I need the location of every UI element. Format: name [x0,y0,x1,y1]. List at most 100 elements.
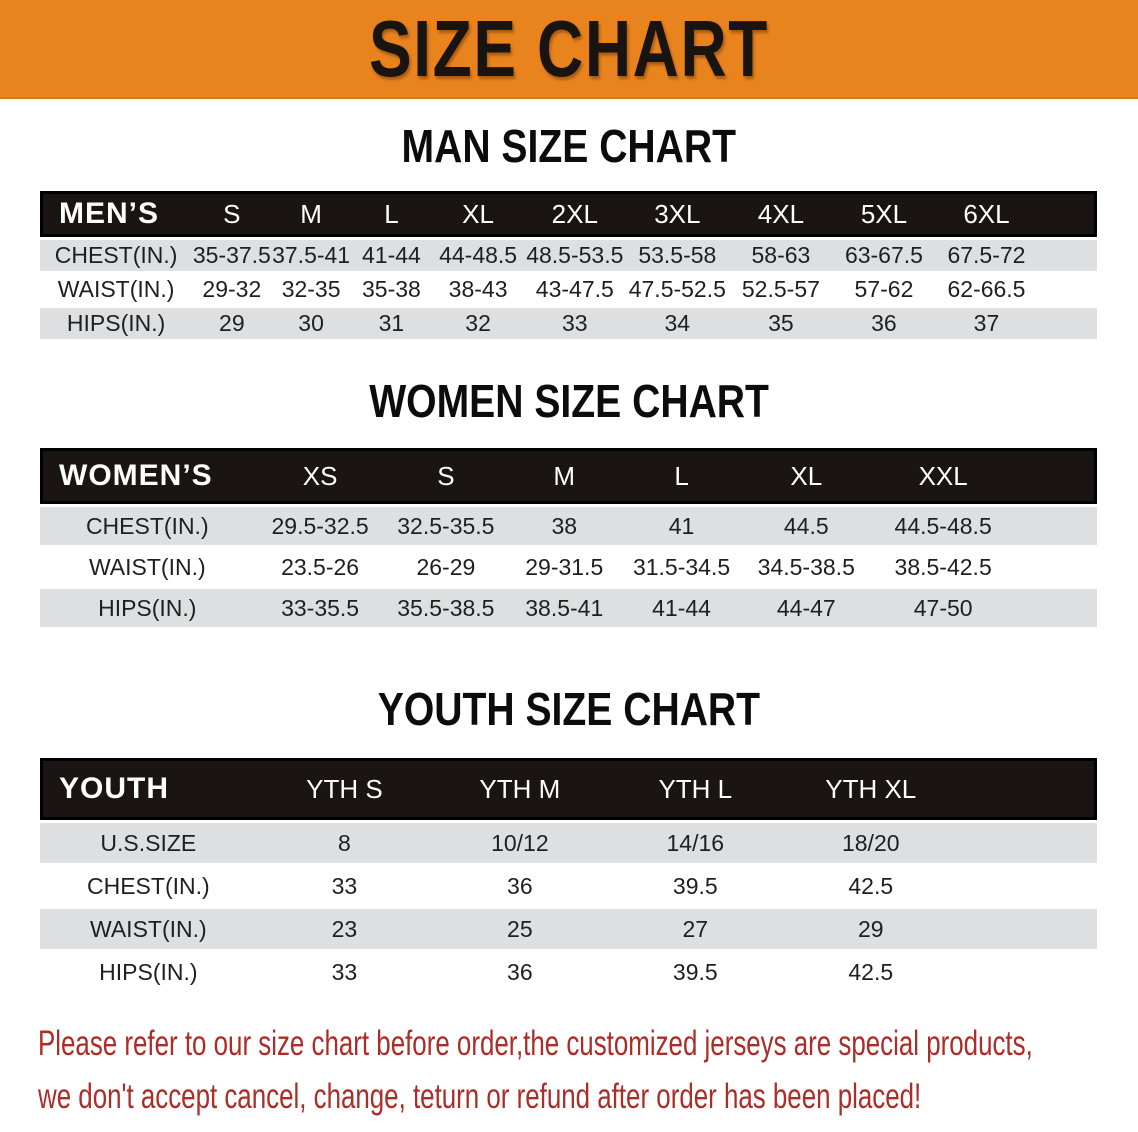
size-value-cell: 43-47.5 [524,274,626,305]
size-value-cell: 53.5-58 [625,240,730,271]
column-header: XXL [871,448,1015,504]
column-header: 5XL [832,191,936,237]
youth-table-title: YOUTH [40,758,257,820]
spacer-cell [1014,448,1097,504]
spacer-cell [1014,589,1097,627]
size-value-cell: 39.5 [607,866,784,906]
row-label: HIPS(IN.) [40,952,257,992]
size-value-cell: 34 [625,308,730,339]
spacer-cell [1037,240,1097,271]
size-value-cell: 38-43 [432,274,525,305]
man-heading-text: MAN SIZE CHART [401,120,737,172]
women-table-title: WOMEN’S [40,448,255,504]
size-value-cell: 41 [622,507,741,545]
size-value-cell: 29-31.5 [506,548,623,586]
column-header: XS [254,448,386,504]
size-value-cell: 62-66.5 [935,274,1038,305]
size-value-cell: 23 [256,909,433,949]
table-row: CHEST(IN.) 33 36 39.5 42.5 [40,866,1097,906]
column-header: 6XL [935,191,1038,237]
size-value-cell: 35.5-38.5 [385,589,507,627]
women-size-table: WOMEN’S XS S M L XL XXL CHEST(IN.) 29.5-… [40,445,1097,630]
column-header: YTH XL [783,758,959,820]
size-value-cell: 36 [432,952,608,992]
column-header: XL [432,191,525,237]
spacer-cell [1037,274,1097,305]
column-header: S [192,191,272,237]
size-value-cell: 25 [432,909,608,949]
row-label: CHEST(IN.) [40,240,193,271]
size-value-cell: 32 [432,308,525,339]
size-value-cell: 37.5-41 [271,240,351,271]
table-row: WAIST(IN.) 23.5-26 26-29 29-31.5 31.5-34… [40,548,1097,586]
column-header: 2XL [524,191,626,237]
size-value-cell: 8 [256,823,433,863]
spacer-cell [958,866,1097,906]
column-header: M [271,191,351,237]
size-value-cell: 39.5 [607,952,784,992]
size-value-cell: 42.5 [783,952,959,992]
spacer-cell [958,909,1097,949]
youth-section-heading: YOUTH SIZE CHART [0,686,1138,732]
size-value-cell: 27 [607,909,784,949]
column-header: YTH M [432,758,608,820]
size-value-cell: 33 [524,308,626,339]
row-label: WAIST(IN.) [40,909,257,949]
column-header: 3XL [625,191,730,237]
size-value-cell: 18/20 [783,823,959,863]
column-header: YTH L [607,758,784,820]
size-value-cell: 34.5-38.5 [740,548,872,586]
size-value-cell: 32.5-35.5 [385,507,507,545]
size-value-cell: 48.5-53.5 [524,240,626,271]
size-value-cell: 38 [506,507,623,545]
size-value-cell: 57-62 [832,274,936,305]
table-row: HIPS(IN.) 33-35.5 35.5-38.5 38.5-41 41-4… [40,589,1097,627]
spacer-cell [1037,308,1097,339]
banner-title: SIZE CHART [369,3,769,93]
column-header: M [506,448,623,504]
size-value-cell: 52.5-57 [729,274,833,305]
column-header: 4XL [729,191,833,237]
women-section-heading: WOMEN SIZE CHART [0,378,1138,424]
spacer-cell [1037,191,1097,237]
size-value-cell: 37 [935,308,1038,339]
size-value-cell: 33 [256,952,433,992]
size-value-cell: 32-35 [271,274,351,305]
size-value-cell: 35-38 [350,274,433,305]
row-label: WAIST(IN.) [40,548,255,586]
size-value-cell: 10/12 [432,823,608,863]
size-value-cell: 58-63 [729,240,833,271]
table-row: WAIST(IN.) 29-32 32-35 35-38 38-43 43-47… [40,274,1097,305]
spacer-cell [958,823,1097,863]
size-value-cell: 44-48.5 [432,240,525,271]
size-value-cell: 44.5 [740,507,872,545]
men-header-row: MEN’S S M L XL 2XL 3XL 4XL 5XL 6XL [40,191,1097,237]
table-row: CHEST(IN.) 29.5-32.5 32.5-35.5 38 41 44.… [40,507,1097,545]
spacer-cell [958,952,1097,992]
table-row: WAIST(IN.) 23 25 27 29 [40,909,1097,949]
banner: SIZE CHART [0,0,1138,99]
youth-size-table: YOUTH YTH S YTH M YTH L YTH XL U.S.SIZE … [40,755,1097,995]
spacer-cell [1014,507,1097,545]
disclaimer-text-2: we don't accept cancel, change, teturn o… [38,1077,922,1116]
size-value-cell: 29-32 [192,274,272,305]
table-row: CHEST(IN.) 35-37.5 37.5-41 41-44 44-48.5… [40,240,1097,271]
size-value-cell: 29 [192,308,272,339]
size-value-cell: 36 [432,866,608,906]
size-value-cell: 31.5-34.5 [622,548,741,586]
size-value-cell: 29.5-32.5 [254,507,386,545]
size-value-cell: 41-44 [350,240,433,271]
size-value-cell: 14/16 [607,823,784,863]
size-value-cell: 63-67.5 [832,240,936,271]
size-value-cell: 31 [350,308,433,339]
row-label: CHEST(IN.) [40,507,255,545]
spacer-cell [958,758,1097,820]
youth-heading-text: YOUTH SIZE CHART [377,683,761,735]
disclaimer-text-1: Please refer to our size chart before or… [38,1024,1033,1063]
column-header: L [350,191,433,237]
row-label: HIPS(IN.) [40,589,255,627]
spacer-cell [1014,548,1097,586]
row-label: HIPS(IN.) [40,308,193,339]
size-value-cell: 67.5-72 [935,240,1038,271]
